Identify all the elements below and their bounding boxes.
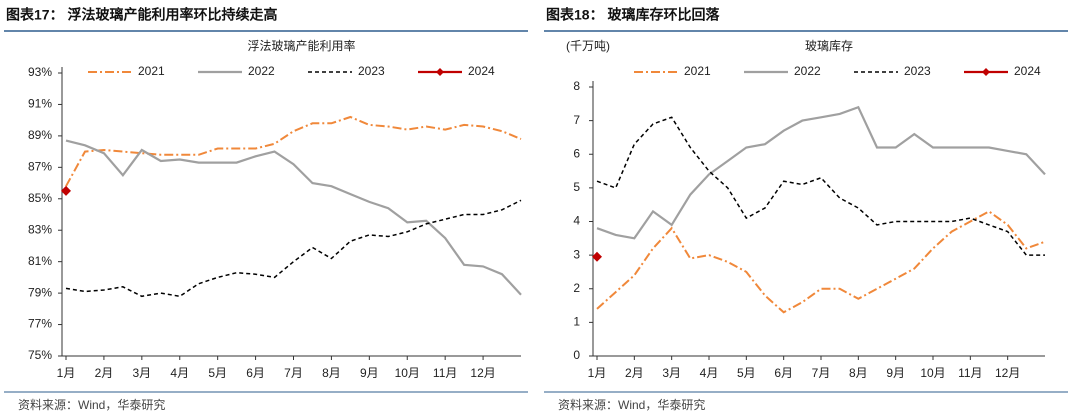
series-marker	[61, 185, 71, 196]
x-tick-label: 12月	[995, 366, 1020, 380]
panel-title: 图表18： 玻璃库存环比回落	[546, 7, 720, 23]
y-tick-label: 1	[573, 315, 580, 329]
y-tick-label: 83%	[28, 222, 52, 236]
series-line	[596, 210, 1046, 314]
x-tick-label: 2月	[95, 366, 114, 380]
y-tick-label: 8	[573, 79, 580, 93]
legend-label: 2024	[468, 64, 495, 78]
x-tick-label: 7月	[812, 366, 831, 380]
y-tick-label: 75%	[28, 348, 52, 362]
legend-marker	[436, 68, 444, 76]
x-tick-label: 6月	[774, 366, 793, 380]
y-tick-label: 89%	[28, 128, 52, 142]
x-tick-label: 11月	[958, 366, 982, 380]
y-tick-label: 4	[573, 214, 580, 228]
x-tick-label: 11月	[433, 366, 457, 380]
x-tick-label: 1月	[588, 366, 607, 380]
x-tick-label: 7月	[284, 366, 303, 380]
legend-label: 2023	[904, 64, 931, 78]
y-tick-label: 81%	[28, 254, 52, 268]
legend-label: 2024	[1014, 64, 1041, 78]
chart-subtitle: 玻璃库存	[805, 38, 853, 53]
x-tick-label: 10月	[920, 366, 945, 380]
x-tick-label: 3月	[132, 366, 151, 380]
x-tick-label: 5月	[737, 366, 756, 380]
y-tick-label: 85%	[28, 191, 52, 205]
source: 资料来源：Wind，华泰研究	[18, 397, 165, 412]
legend-label: 2022	[794, 64, 821, 78]
x-tick-label: 12月	[470, 366, 495, 380]
y-tick-label: 6	[573, 146, 580, 160]
series-marker	[592, 251, 602, 262]
panel-title: 图表17： 浮法玻璃产能利用率环比持续走高	[6, 7, 277, 23]
x-tick-label: 8月	[322, 366, 341, 380]
series-line	[65, 139, 522, 296]
series-line	[596, 116, 1045, 256]
x-tick-label: 2月	[625, 366, 644, 380]
x-tick-label: 4月	[700, 366, 719, 380]
x-tick-label: 5月	[208, 366, 227, 380]
y-tick-label: 79%	[28, 285, 52, 299]
legend-label: 2022	[248, 64, 275, 78]
y-unit-label: (千万吨)	[566, 39, 610, 53]
y-tick-label: 87%	[28, 160, 52, 174]
legend-label: 2021	[684, 64, 711, 78]
source: 资料来源：Wind，华泰研究	[558, 397, 705, 412]
x-tick-label: 9月	[360, 366, 379, 380]
y-tick-label: 7	[573, 113, 580, 127]
series-line	[596, 105, 1046, 240]
y-tick-label: 91%	[28, 97, 52, 111]
y-tick-label: 93%	[28, 65, 52, 79]
y-tick-label: 0	[573, 348, 580, 362]
y-tick-label: 3	[573, 247, 580, 261]
series-line	[65, 115, 522, 187]
legend-label: 2023	[358, 64, 385, 78]
x-tick-label: 10月	[395, 366, 420, 380]
x-tick-label: 1月	[57, 366, 76, 380]
series-line	[65, 199, 522, 298]
x-tick-label: 3月	[662, 366, 681, 380]
x-tick-label: 4月	[170, 366, 189, 380]
x-tick-label: 9月	[886, 366, 905, 380]
x-tick-label: 6月	[246, 366, 265, 380]
chart-subtitle: 浮法玻璃产能利用率	[247, 38, 355, 53]
y-tick-label: 5	[573, 180, 580, 194]
legend-label: 2021	[138, 64, 165, 78]
y-tick-label: 2	[573, 281, 580, 295]
y-tick-label: 77%	[28, 317, 52, 331]
legend-marker	[982, 68, 990, 76]
x-tick-label: 8月	[849, 366, 868, 380]
